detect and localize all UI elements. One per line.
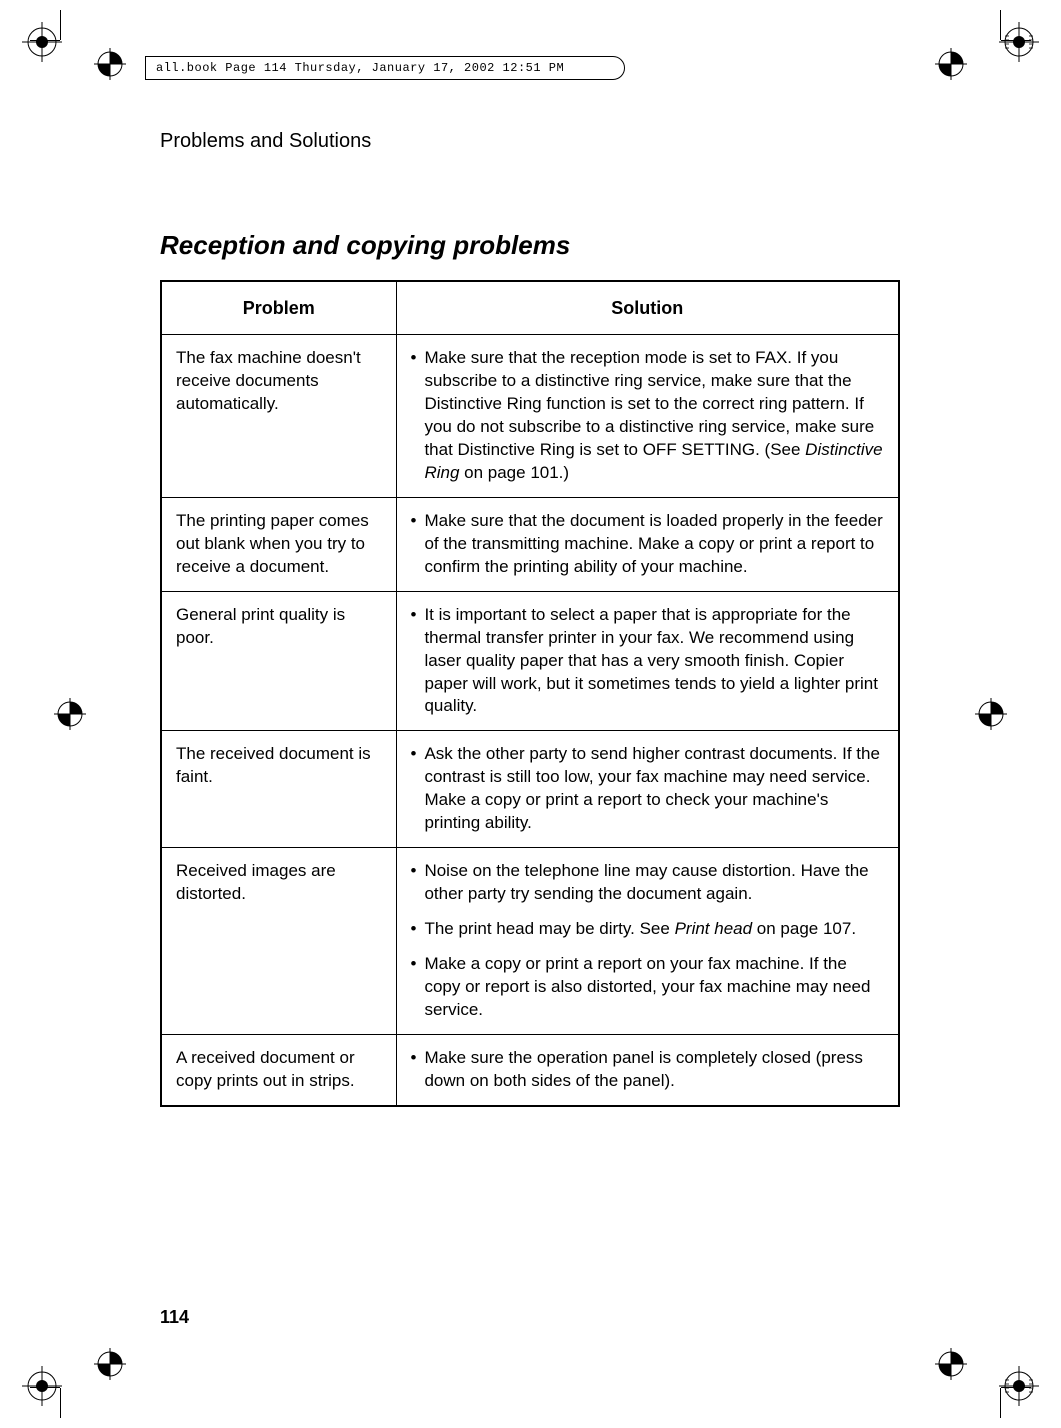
solution-text-pre: Make sure the operation panel is complet…: [424, 1048, 862, 1090]
registration-mark-icon: [931, 1344, 971, 1384]
column-header-solution: Solution: [396, 281, 899, 335]
solution-text: Make a copy or print a report on your fa…: [424, 953, 884, 1022]
problem-cell: The fax machine doesn't receive document…: [161, 335, 396, 498]
table-row: Received images are distorted.•Noise on …: [161, 848, 899, 1035]
solution-cell: •Noise on the telephone line may cause d…: [396, 848, 899, 1035]
solution-cell: •Ask the other party to send higher cont…: [396, 731, 899, 848]
bullet-icon: •: [411, 510, 417, 579]
bullet-icon: •: [411, 604, 417, 719]
problems-table: Problem Solution The fax machine doesn't…: [160, 280, 900, 1107]
solution-bullet: •Make a copy or print a report on your f…: [411, 953, 885, 1022]
document-header-box: all.book Page 114 Thursday, January 17, …: [145, 56, 625, 80]
registration-mark-icon: [22, 1366, 62, 1406]
solution-text: Ask the other party to send higher contr…: [424, 743, 884, 835]
bullet-icon: •: [411, 860, 417, 906]
bullet-icon: •: [411, 347, 417, 485]
solution-cell: •Make sure that the reception mode is se…: [396, 335, 899, 498]
solution-bullet: • The print head may be dirty. See Print …: [411, 918, 885, 941]
registration-mark-icon: [931, 44, 971, 84]
registration-mark-icon: [22, 22, 62, 62]
solution-cell: •Make sure the operation panel is comple…: [396, 1034, 899, 1105]
solution-text: Make sure that the reception mode is set…: [424, 347, 884, 485]
solution-text-pre: The print head may be dirty. See: [424, 919, 674, 938]
solution-cell: •It is important to select a paper that …: [396, 591, 899, 731]
solution-text-pre: Noise on the telephone line may cause di…: [424, 861, 868, 903]
solution-bullet: •Make sure that the reception mode is se…: [411, 347, 885, 485]
problem-cell: A received document or copy prints out i…: [161, 1034, 396, 1105]
solution-text: Noise on the telephone line may cause di…: [424, 860, 884, 906]
solution-text-pre: It is important to select a paper that i…: [424, 605, 878, 716]
solution-bullet: •Noise on the telephone line may cause d…: [411, 860, 885, 906]
bullet-icon: •: [411, 953, 417, 1022]
page-container: all.book Page 114 Thursday, January 17, …: [0, 0, 1061, 1428]
page-number: 114: [160, 1307, 189, 1328]
column-header-problem: Problem: [161, 281, 396, 335]
solution-text-pre: Ask the other party to send higher contr…: [424, 744, 879, 832]
table-row: The fax machine doesn't receive document…: [161, 335, 899, 498]
solution-text-pre: Make a copy or print a report on your fa…: [424, 954, 870, 1019]
solution-text: The print head may be dirty. See Print h…: [424, 918, 856, 941]
registration-mark-icon: [999, 22, 1039, 62]
table-row: A received document or copy prints out i…: [161, 1034, 899, 1105]
solution-bullet: •Make sure the operation panel is comple…: [411, 1047, 885, 1093]
solution-text-post: on page 101.): [459, 463, 569, 482]
solution-text-italic: Print head: [675, 919, 753, 938]
bullet-icon: •: [411, 1047, 417, 1093]
solution-bullet: •Ask the other party to send higher cont…: [411, 743, 885, 835]
solution-text-post: on page 107.: [752, 919, 856, 938]
section-title: Reception and copying problems: [160, 230, 570, 261]
problem-cell: Received images are distorted.: [161, 848, 396, 1035]
registration-mark-icon: [90, 1344, 130, 1384]
registration-mark-icon: [971, 694, 1011, 734]
solution-bullet: •It is important to select a paper that …: [411, 604, 885, 719]
solution-text-pre: Make sure that the document is loaded pr…: [424, 511, 882, 576]
problem-cell: General print quality is poor.: [161, 591, 396, 731]
table-row: General print quality is poor.•It is imp…: [161, 591, 899, 731]
solution-text: Make sure that the document is loaded pr…: [424, 510, 884, 579]
solution-text: Make sure the operation panel is complet…: [424, 1047, 884, 1093]
bullet-icon: •: [411, 918, 417, 941]
table-row: The received document is faint.•Ask the …: [161, 731, 899, 848]
table-row: The printing paper comes out blank when …: [161, 497, 899, 591]
running-header: Problems and Solutions: [160, 130, 371, 153]
bullet-icon: •: [411, 743, 417, 835]
solution-bullet: •Make sure that the document is loaded p…: [411, 510, 885, 579]
solution-cell: •Make sure that the document is loaded p…: [396, 497, 899, 591]
registration-mark-icon: [50, 694, 90, 734]
registration-mark-icon: [999, 1366, 1039, 1406]
registration-mark-icon: [90, 44, 130, 84]
solution-text: It is important to select a paper that i…: [424, 604, 884, 719]
table-header-row: Problem Solution: [161, 281, 899, 335]
problem-cell: The printing paper comes out blank when …: [161, 497, 396, 591]
problem-cell: The received document is faint.: [161, 731, 396, 848]
